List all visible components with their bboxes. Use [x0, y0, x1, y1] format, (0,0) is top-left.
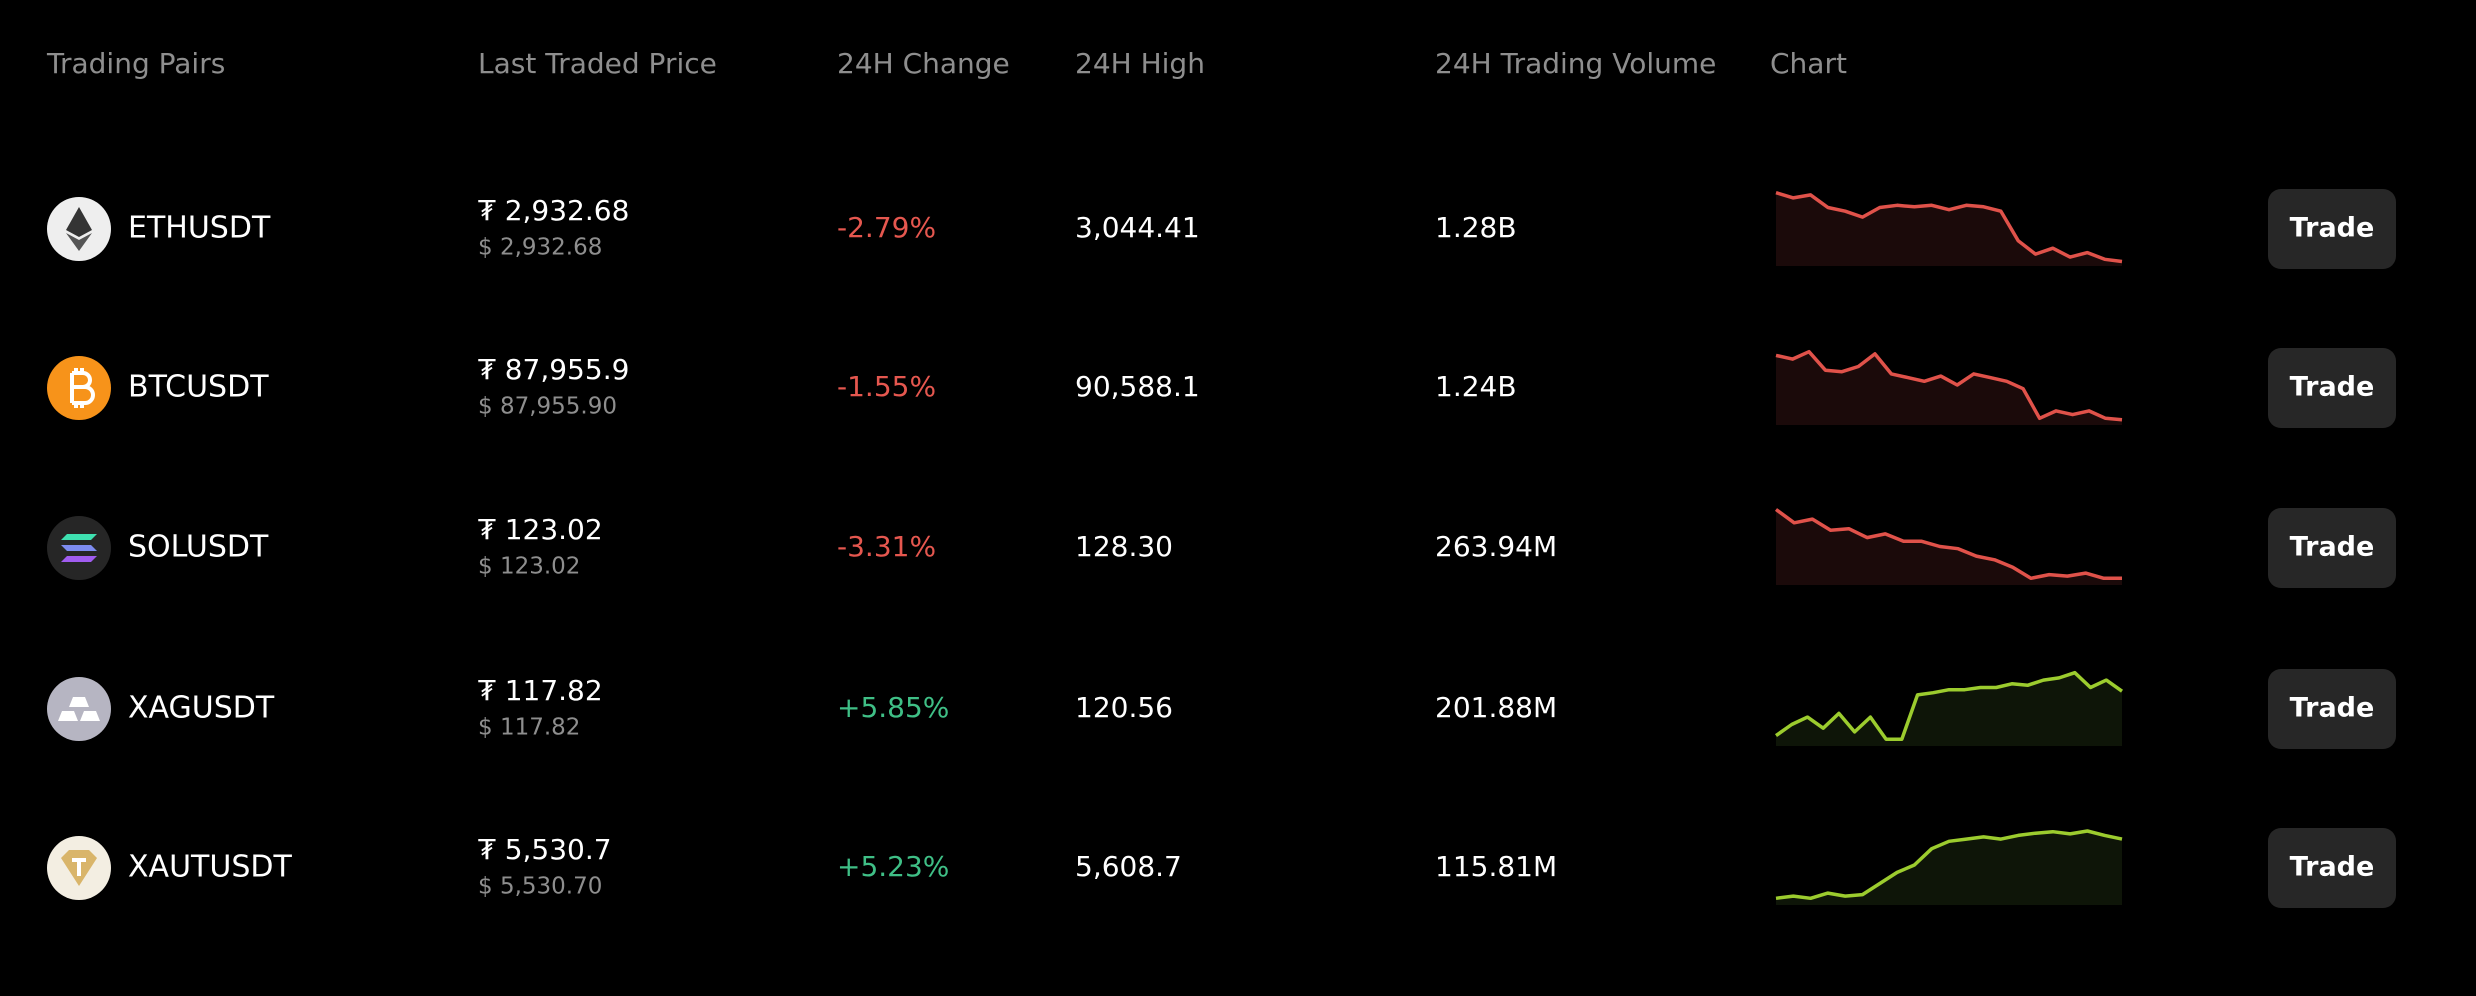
last-price: ₮ 123.02	[478, 513, 603, 546]
trade-button[interactable]	[2268, 828, 2396, 908]
sparkline	[1775, 349, 2123, 422]
change: +5.23%	[837, 850, 949, 883]
pair-name: SOLUSDT	[128, 530, 269, 565]
last-price: ₮ 87,955.9	[478, 353, 629, 386]
change: -2.79%	[837, 211, 936, 244]
xaut-icon	[47, 836, 111, 900]
price-usd: $ 5,530.70	[478, 874, 602, 900]
btc-icon	[47, 356, 111, 420]
sol-icon	[47, 516, 111, 580]
column-header: 24H High	[1075, 47, 1205, 80]
high: 3,044.41	[1075, 211, 1200, 244]
column-header: Trading Pairs	[46, 47, 225, 80]
pair-name: XAUTUSDT	[128, 850, 292, 885]
eth-icon	[47, 197, 111, 261]
trade-button[interactable]	[2268, 348, 2396, 428]
sparkline-area	[1776, 509, 2122, 585]
change: -3.31%	[837, 530, 936, 563]
last-price: ₮ 117.82	[478, 674, 603, 707]
trade-button[interactable]	[2268, 189, 2396, 269]
sparkline	[1774, 508, 2122, 581]
volume: 1.24B	[1435, 370, 1517, 403]
sparkline-area	[1776, 192, 2122, 266]
price-usd: $ 2,932.68	[478, 235, 602, 261]
column-header: Chart	[1770, 47, 1847, 80]
price-usd: $ 123.02	[478, 554, 580, 580]
trade-button[interactable]	[2268, 669, 2396, 749]
pair-name: XAGUSDT	[128, 691, 275, 726]
price-usd: $ 87,955.90	[478, 394, 617, 420]
sparkline	[1775, 829, 2123, 901]
trade-button-label[interactable]: Trade	[2290, 213, 2375, 244]
volume: 115.81M	[1435, 850, 1557, 883]
high: 90,588.1	[1075, 370, 1200, 403]
high: 128.30	[1075, 530, 1173, 563]
volume: 1.28B	[1435, 211, 1517, 244]
column-header: 24H Trading Volume	[1435, 47, 1716, 80]
pair-name: BTCUSDT	[128, 370, 269, 405]
pair-name: ETHUSDT	[128, 211, 271, 246]
sparkline-area	[1776, 672, 2122, 746]
high: 5,608.7	[1075, 850, 1182, 883]
sparkline	[1774, 670, 2124, 742]
trade-button-label[interactable]: Trade	[2290, 693, 2375, 724]
xag-icon	[47, 677, 111, 741]
sparkline	[1775, 191, 2123, 264]
change: +5.85%	[837, 691, 949, 724]
sparkline-area	[1776, 351, 2122, 425]
trade-button-label[interactable]: Trade	[2290, 532, 2375, 563]
sparkline-area	[1776, 831, 2122, 905]
price-usd: $ 117.82	[478, 715, 580, 741]
change: -1.55%	[837, 370, 936, 403]
last-price: ₮ 5,530.7	[478, 833, 612, 866]
last-price: ₮ 2,932.68	[478, 194, 629, 227]
volume: 201.88M	[1435, 691, 1557, 724]
trade-button-label[interactable]: Trade	[2290, 372, 2375, 403]
trade-button-label[interactable]: Trade	[2290, 852, 2375, 883]
trade-button[interactable]	[2268, 508, 2396, 588]
high: 120.56	[1075, 691, 1173, 724]
column-header: Last Traded Price	[478, 47, 717, 80]
volume: 263.94M	[1435, 530, 1557, 563]
column-header: 24H Change	[837, 47, 1010, 80]
